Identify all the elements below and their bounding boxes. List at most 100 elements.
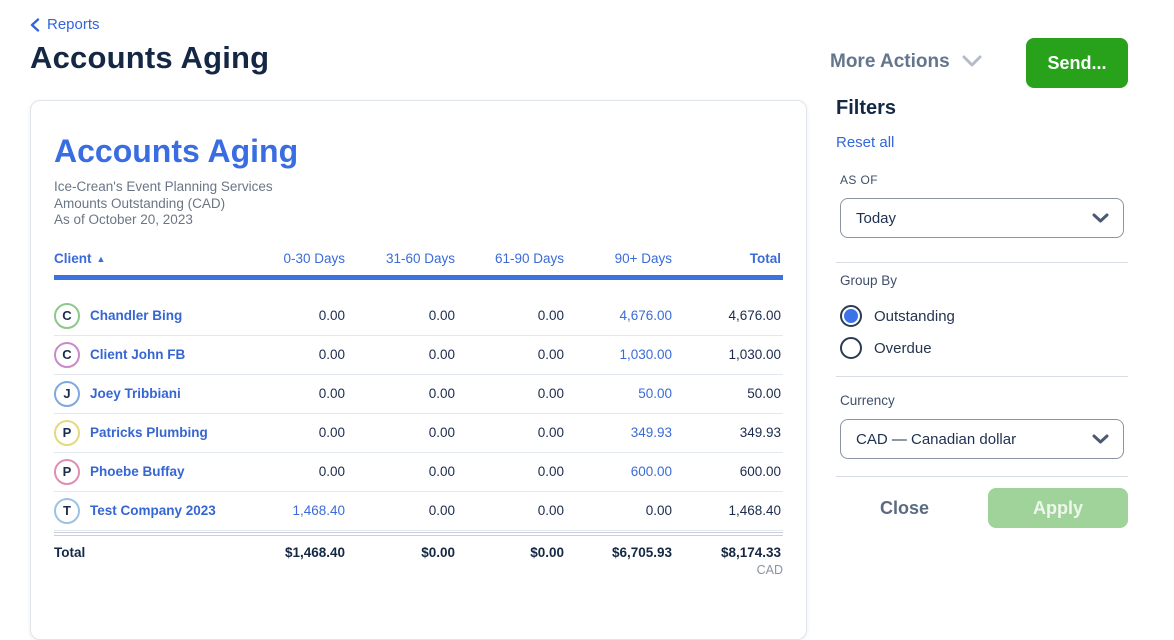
group-by-option-outstanding[interactable]: Outstanding — [840, 300, 1128, 332]
client-link[interactable]: Patricks Plumbing — [90, 425, 208, 440]
amount-row-total: 1,468.40 — [728, 503, 781, 518]
report-card: Accounts Aging Ice-Crean's Event Plannin… — [30, 100, 807, 640]
total-31-60: $0.00 — [421, 544, 455, 560]
amount-0-30: 0.00 — [318, 386, 345, 401]
column-header-client[interactable]: Client ▲ — [54, 251, 235, 266]
amount-0-30: 0.00 — [318, 347, 345, 362]
client-cell: T Test Company 2023 — [54, 497, 235, 524]
column-header-61-90-days[interactable]: 61-90 Days — [494, 250, 564, 266]
totals-row: Total $1,468.40 $0.00 $0.00 $6,705.93 $8… — [54, 545, 783, 560]
filters-sidebar: Filters Reset all AS OF Today Group By O… — [836, 96, 1128, 528]
report-company: Ice-Crean's Event Planning Services — [54, 179, 273, 194]
column-header-client-label: Client — [54, 250, 92, 266]
amount-31-60: 0.00 — [428, 503, 455, 518]
as-of-label: AS OF — [840, 173, 879, 187]
chevron-down-icon — [962, 51, 982, 73]
group-by-label: Group By — [840, 273, 898, 288]
amount-61-90: 0.00 — [537, 503, 564, 518]
amount-90-plus-link[interactable]: 349.93 — [630, 425, 672, 440]
amount-90-plus-link[interactable]: 4,676.00 — [619, 308, 672, 323]
total-90-plus: $6,705.93 — [611, 544, 672, 560]
send-button[interactable]: Send... — [1026, 38, 1128, 88]
table-row: T Test Company 2023 1,468.40 0.00 0.00 0… — [54, 492, 783, 531]
amount-61-90: 0.00 — [537, 347, 564, 362]
client-avatar: T — [54, 497, 80, 524]
breadcrumb-label: Reports — [47, 16, 100, 33]
amount-0-30: 0.00 — [318, 464, 345, 479]
amount-61-90: 0.00 — [537, 425, 564, 440]
chevron-down-icon — [1092, 431, 1109, 448]
amount-31-60: 0.00 — [428, 464, 455, 479]
client-avatar: J — [54, 380, 80, 407]
amount-61-90: 0.00 — [537, 308, 564, 323]
amount-31-60: 0.00 — [428, 308, 455, 323]
radio-label: Overdue — [874, 339, 932, 357]
column-header-0-30-days[interactable]: 0-30 Days — [283, 250, 345, 266]
divider — [836, 262, 1128, 263]
client-avatar: C — [54, 302, 80, 329]
divider — [836, 376, 1128, 377]
as-of-value: Today — [856, 209, 897, 227]
amount-90-plus: 0.00 — [645, 503, 672, 518]
report-basis: Amounts Outstanding (CAD) — [54, 195, 226, 211]
client-cell: C Client John FB — [54, 341, 235, 368]
amount-90-plus-link[interactable]: 50.00 — [638, 386, 672, 401]
sort-ascending-icon: ▲ — [96, 253, 106, 264]
currency-label: Currency — [840, 393, 895, 408]
client-link[interactable]: Client John FB — [90, 347, 186, 362]
filters-heading: Filters — [836, 97, 897, 119]
column-header-90-plus-days[interactable]: 90+ Days — [614, 250, 672, 266]
column-header-total[interactable]: Total — [749, 250, 781, 266]
report-title: Accounts Aging — [54, 133, 299, 169]
amount-90-plus-link[interactable]: 1,030.00 — [619, 347, 672, 362]
radio-selected-icon[interactable] — [840, 305, 862, 327]
amount-row-total: 1,030.00 — [728, 347, 781, 362]
client-link[interactable]: Phoebe Buffay — [90, 464, 185, 479]
totals-currency: CAD — [756, 562, 783, 577]
more-actions-button[interactable]: More Actions — [830, 51, 982, 73]
table-row: P Phoebe Buffay 0.00 0.00 0.00 600.00 60… — [54, 453, 783, 492]
table-body: C Chandler Bing 0.00 0.00 0.00 4,676.00 … — [54, 297, 783, 531]
amount-row-total: 4,676.00 — [728, 308, 781, 323]
total-0-30: $1,468.40 — [284, 544, 345, 560]
amount-0-30: 0.00 — [318, 308, 345, 323]
table-header-bar — [54, 274, 783, 280]
amount-61-90: 0.00 — [537, 386, 564, 401]
client-link[interactable]: Joey Tribbiani — [90, 386, 181, 401]
chevron-down-icon — [1092, 210, 1109, 227]
radio-unselected-icon[interactable] — [840, 337, 862, 359]
client-cell: P Phoebe Buffay — [54, 458, 235, 485]
amount-31-60: 0.00 — [428, 347, 455, 362]
totals-label: Total — [54, 544, 86, 560]
total-grand: $8,174.33 — [720, 544, 781, 560]
group-by-option-overdue[interactable]: Overdue — [840, 332, 1128, 364]
client-link[interactable]: Chandler Bing — [90, 308, 183, 323]
client-link[interactable]: Test Company 2023 — [90, 503, 216, 518]
amount-61-90: 0.00 — [537, 464, 564, 479]
client-cell: J Joey Tribbiani — [54, 380, 235, 407]
reset-all-link[interactable]: Reset all — [836, 134, 895, 151]
client-cell: P Patricks Plumbing — [54, 419, 235, 446]
as-of-select[interactable]: Today — [840, 198, 1124, 238]
currency-value: CAD — Canadian dollar — [856, 430, 1017, 448]
amount-0-30: 0.00 — [318, 425, 345, 440]
chevron-left-icon — [30, 17, 40, 32]
currency-select[interactable]: CAD — Canadian dollar — [840, 419, 1124, 459]
client-cell: C Chandler Bing — [54, 302, 235, 329]
column-header-31-60-days[interactable]: 31-60 Days — [385, 250, 455, 266]
client-avatar: P — [54, 458, 80, 485]
table-header-row: Client ▲ 0-30 Days 31-60 Days 61-90 Days … — [54, 251, 783, 266]
amount-0-30-link[interactable]: 1,468.40 — [292, 503, 345, 518]
more-actions-label: More Actions — [830, 51, 950, 72]
close-button[interactable]: Close — [880, 497, 930, 518]
radio-label: Outstanding — [874, 307, 955, 325]
amount-row-total: 349.93 — [739, 425, 781, 440]
table-row: C Client John FB 0.00 0.00 0.00 1,030.00… — [54, 336, 783, 375]
divider — [836, 476, 1128, 477]
amount-90-plus-link[interactable]: 600.00 — [630, 464, 672, 479]
breadcrumb[interactable]: Reports — [30, 16, 100, 33]
table-row: C Chandler Bing 0.00 0.00 0.00 4,676.00 … — [54, 297, 783, 336]
table-row: J Joey Tribbiani 0.00 0.00 0.00 50.00 50… — [54, 375, 783, 414]
apply-button[interactable]: Apply — [988, 488, 1128, 528]
amount-row-total: 50.00 — [747, 386, 781, 401]
